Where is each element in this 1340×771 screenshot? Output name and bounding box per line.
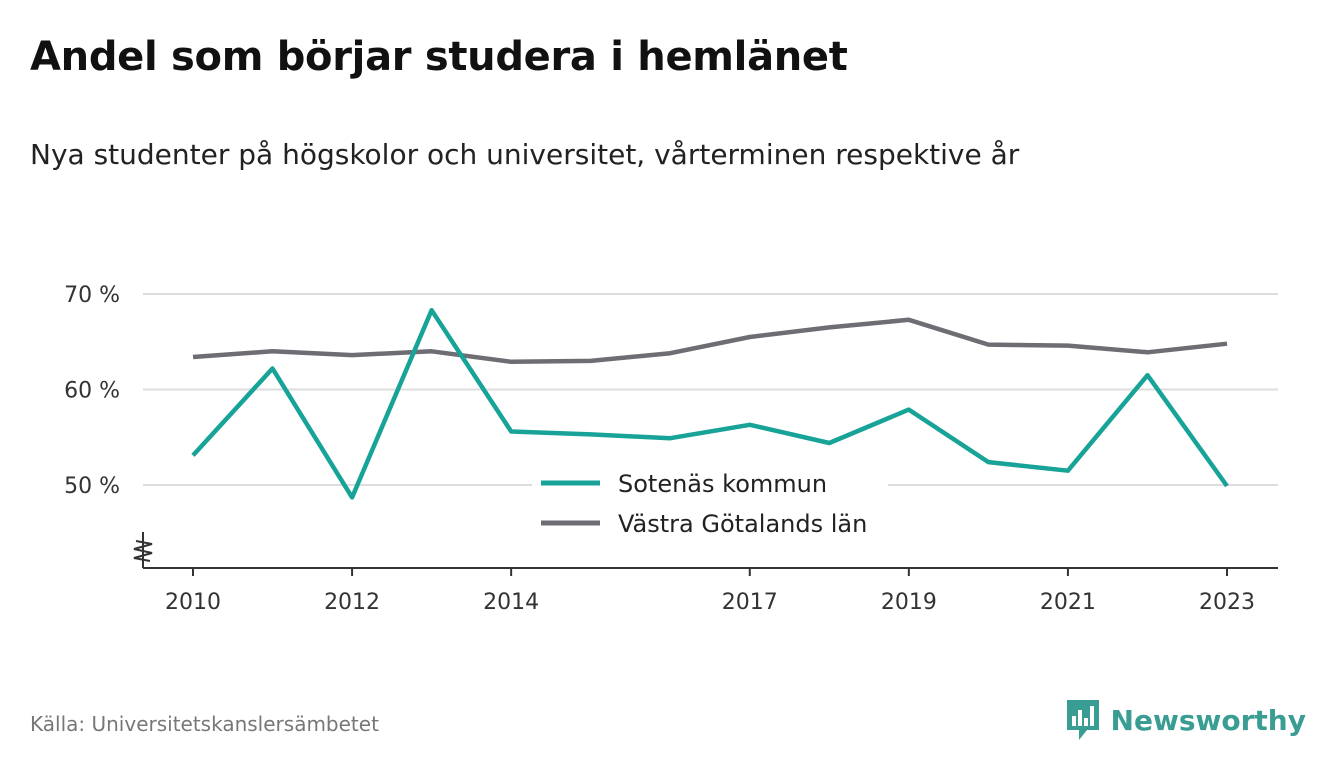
series-line-vastra-gotaland <box>192 317 1228 365</box>
x-tick-label: 2019 <box>881 590 937 615</box>
y-tick-label: 70 % <box>64 283 120 308</box>
x-tick-label: 2021 <box>1040 590 1096 615</box>
series-line-sotenas <box>191 307 1229 500</box>
y-tick-label: 50 % <box>64 474 120 499</box>
legend-label: Västra Götalands län <box>618 510 867 538</box>
x-tick-label: 2012 <box>324 590 380 615</box>
x-tick-label: 2017 <box>722 590 778 615</box>
x-tick-label: 2023 <box>1199 590 1255 615</box>
source-note: Källa: Universitetskanslersämbetet <box>30 712 379 736</box>
legend: Sotenäs kommun Västra Götalands län <box>532 462 888 546</box>
brand-name: Newsworthy <box>1110 703 1306 737</box>
legend-label: Sotenäs kommun <box>618 470 827 498</box>
chart-title: Andel som börjar studera i hemlänet <box>30 34 848 80</box>
line-chart: 50 % 60 % 70 % 2010 2012 2014 2017 2019 2021 2023… <box>64 283 1278 615</box>
x-tick-label: 2010 <box>165 590 221 615</box>
x-tick-label: 2014 <box>483 590 539 615</box>
y-tick-label: 60 % <box>64 379 120 404</box>
legend-background <box>532 462 888 546</box>
newsworthy-logo-icon <box>1066 700 1099 740</box>
brand-logo: Newsworthy <box>1065 698 1306 742</box>
axis-break-icon <box>133 540 153 562</box>
chart-subtitle: Nya studenter på högskolor och universit… <box>30 138 1020 171</box>
